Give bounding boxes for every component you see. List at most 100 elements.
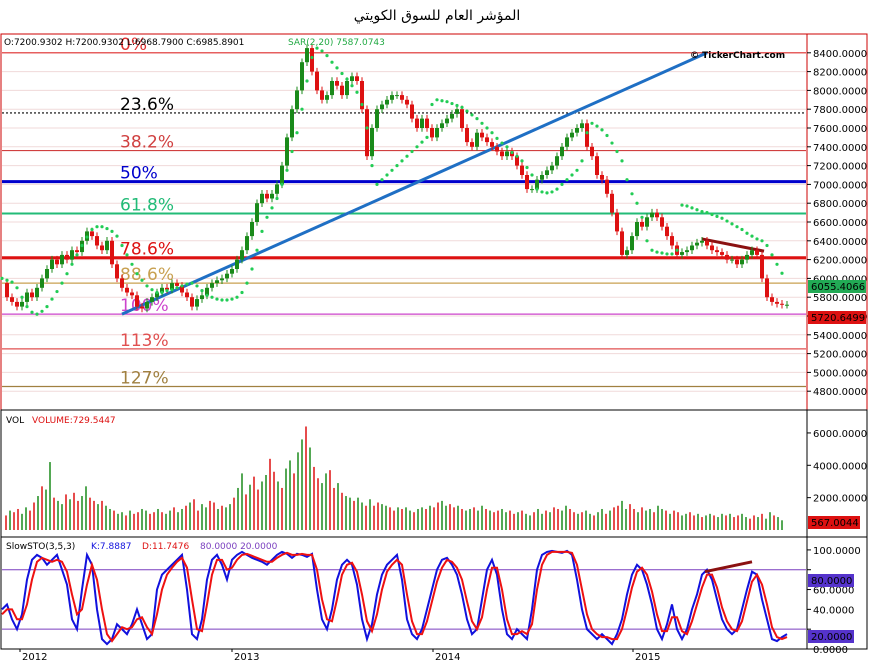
sar-dot bbox=[700, 210, 704, 214]
candle-body bbox=[235, 259, 239, 269]
price-tick-label: 5800.0000 bbox=[813, 293, 867, 304]
sar-dot bbox=[210, 295, 214, 299]
candle-body bbox=[40, 278, 44, 288]
candle-body bbox=[100, 245, 104, 251]
trend-line bbox=[121, 51, 708, 316]
sar-readout: SAR(2,20) 7587.0743 bbox=[288, 38, 385, 48]
candle-body bbox=[410, 104, 414, 119]
candle-body bbox=[385, 99, 389, 105]
sar-dot bbox=[395, 164, 399, 168]
candle-body bbox=[770, 297, 774, 302]
sar-dot bbox=[575, 168, 579, 172]
candle-body bbox=[745, 254, 749, 260]
sar-dot bbox=[45, 305, 49, 309]
candle-body bbox=[775, 301, 779, 304]
sar-dot bbox=[115, 234, 119, 238]
sar-dot bbox=[515, 154, 519, 158]
sar-dot bbox=[560, 182, 564, 186]
sar-dot bbox=[530, 173, 534, 177]
sar-dot bbox=[430, 102, 434, 107]
candle-body bbox=[380, 104, 384, 110]
candle-body bbox=[170, 283, 174, 290]
sar-dot bbox=[735, 225, 739, 229]
sar-dot bbox=[245, 281, 249, 285]
sar-dot bbox=[435, 98, 439, 102]
candle-body bbox=[635, 222, 639, 237]
candle-body bbox=[75, 250, 79, 253]
sar-dot bbox=[80, 243, 84, 248]
candle-body bbox=[455, 109, 459, 114]
candle-body bbox=[140, 306, 144, 309]
sar-dot bbox=[630, 192, 634, 196]
sar-dot bbox=[150, 288, 154, 292]
sar-dot bbox=[120, 243, 124, 248]
candle-body bbox=[70, 250, 74, 260]
candle-body bbox=[90, 231, 94, 237]
candle-body bbox=[340, 85, 344, 96]
candle-body bbox=[115, 264, 119, 279]
candle-body bbox=[375, 109, 379, 128]
candle-body bbox=[130, 292, 134, 296]
candle-body bbox=[625, 250, 629, 255]
sar-dot bbox=[550, 190, 554, 194]
sar-dot bbox=[370, 164, 374, 168]
sar-dot bbox=[500, 141, 504, 145]
sar-dot bbox=[525, 165, 529, 170]
candle-body bbox=[470, 142, 474, 147]
candle-body bbox=[440, 123, 444, 128]
fib-label: 50% bbox=[120, 164, 158, 184]
candle-body bbox=[160, 287, 164, 293]
candle-body bbox=[460, 109, 464, 128]
stoch-y-axis: 0.0000 40.0000 60.0000 100.0000 bbox=[807, 546, 861, 656]
sar-dot bbox=[10, 280, 14, 284]
candle-body bbox=[210, 283, 214, 288]
candle-body bbox=[540, 175, 544, 180]
sar-dot bbox=[95, 225, 99, 229]
candle-body bbox=[405, 99, 409, 105]
candle-body bbox=[415, 118, 419, 128]
sar-dot bbox=[670, 252, 674, 256]
candle-body bbox=[260, 193, 264, 204]
sar-dot bbox=[335, 66, 339, 70]
sar-dot bbox=[30, 310, 34, 314]
sar-dot bbox=[355, 90, 359, 94]
sar-dot bbox=[415, 145, 419, 149]
candle-body bbox=[135, 295, 139, 307]
candle-body bbox=[535, 179, 539, 190]
sar-dot bbox=[745, 231, 749, 235]
chart-title: المؤشر العام للسوق الكويتي bbox=[353, 8, 521, 24]
sar-dot bbox=[5, 278, 9, 282]
candle-body bbox=[180, 285, 184, 293]
sar-dot bbox=[25, 305, 29, 309]
stoch-lines bbox=[1, 549, 806, 646]
sar-dot bbox=[200, 289, 204, 293]
sar-dot bbox=[605, 133, 609, 138]
candle-body bbox=[785, 304, 789, 306]
candle-body bbox=[155, 292, 159, 298]
stoch-lower-tag-box bbox=[808, 630, 854, 643]
candle-body bbox=[255, 203, 259, 222]
candle-body bbox=[30, 292, 34, 298]
volume-label: VOL bbox=[6, 416, 24, 426]
sar-dot bbox=[390, 168, 394, 172]
candle-body bbox=[195, 299, 199, 307]
candle-body bbox=[630, 236, 634, 251]
sar-dot bbox=[770, 253, 774, 257]
candle-body bbox=[555, 156, 559, 166]
sar-dot bbox=[195, 284, 199, 288]
candle-body bbox=[490, 142, 494, 147]
candle-body bbox=[730, 259, 734, 261]
sar-tag-box bbox=[808, 280, 866, 293]
candle-body bbox=[290, 109, 294, 138]
candle-body bbox=[275, 184, 279, 194]
candle-body bbox=[590, 146, 594, 157]
sar-dot bbox=[260, 229, 264, 233]
sar-dot bbox=[640, 215, 644, 219]
sar-dot bbox=[255, 248, 259, 252]
candle-body bbox=[650, 212, 654, 218]
candle-body bbox=[175, 283, 179, 286]
sar-dot bbox=[70, 262, 74, 266]
candle-body bbox=[355, 76, 359, 81]
candle-body bbox=[615, 212, 619, 232]
candle-body bbox=[660, 217, 664, 227]
